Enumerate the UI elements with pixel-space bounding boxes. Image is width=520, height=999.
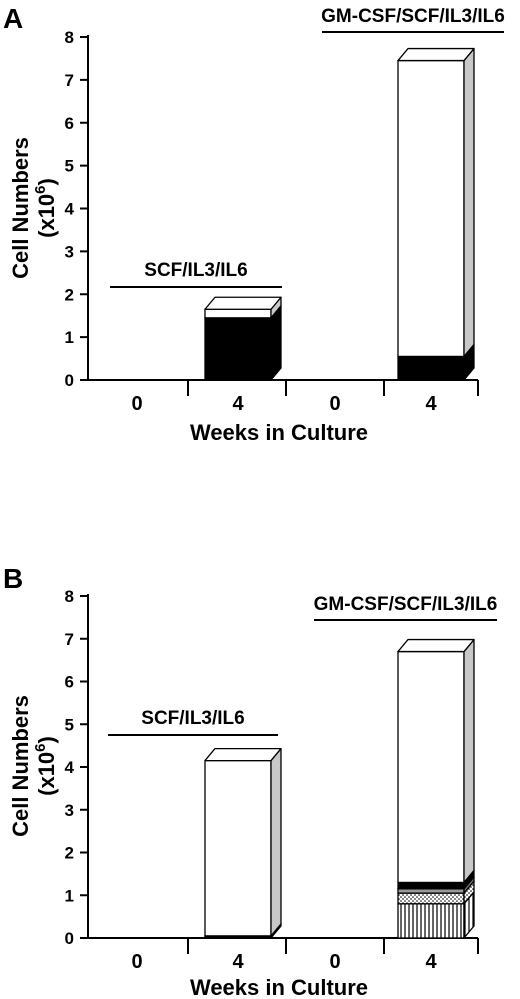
y-tick-label: 4 (65, 200, 75, 219)
bar-segment-solid-black (397, 355, 465, 381)
y-tick-label: 2 (65, 844, 74, 863)
stacked-bar (204, 747, 282, 939)
y-tick-label: 3 (65, 242, 74, 261)
x-tick-label: 0 (131, 393, 142, 415)
panel-letter: A (3, 3, 23, 34)
y-tick-label: 5 (65, 715, 74, 734)
stacked-bar (204, 296, 282, 381)
bar-top (397, 47, 475, 62)
y-axis-title: Cell Numbers(x106) (8, 695, 59, 837)
y-tick-label: 6 (65, 673, 74, 692)
x-tick-label: 0 (329, 393, 340, 415)
group-label: SCF/IL3/IL6 (141, 708, 244, 729)
group-label: SCF/IL3/IL6 (144, 260, 247, 281)
stacked-bar (397, 47, 475, 381)
bar-segment-solid-black (397, 881, 465, 890)
x-tick-label: 4 (425, 393, 437, 415)
y-tick-label: 0 (65, 929, 74, 948)
bar-top (204, 296, 282, 310)
y-tick-label: 4 (65, 758, 75, 777)
bar-segment-dotted (397, 892, 465, 905)
bar-segment-white (397, 650, 465, 884)
x-tick-label: 4 (425, 951, 437, 973)
y-axis-title: Cell Numbers(x106) (8, 137, 59, 279)
bar-side-white (463, 47, 475, 358)
x-tick-label: 4 (232, 393, 244, 415)
stacked-bar (397, 638, 475, 939)
bar-segment-solid-black (204, 317, 272, 381)
panel-a-chart: A 0 1 2 3 4 5 6 7 8 0 4 0 4 Weeks in Culture Cell Numbe… (3, 3, 505, 445)
group-label: GM-CSF/SCF/IL3/IL6 (314, 594, 498, 615)
bar-top (397, 638, 475, 653)
bar-side-white (270, 747, 282, 937)
y-tick-label: 3 (65, 801, 74, 820)
group-label: GM-CSF/SCF/IL3/IL6 (321, 6, 505, 27)
bar-side-white (463, 638, 475, 884)
bar-segment-white (204, 759, 272, 937)
y-tick-label: 2 (65, 285, 74, 304)
x-tick-label: 4 (232, 951, 244, 973)
y-tick-label: 7 (65, 71, 74, 90)
x-tick-label: 0 (131, 951, 142, 973)
x-axis-title: Weeks in Culture (190, 420, 368, 445)
y-tick-label: 6 (65, 114, 74, 133)
y-tick-label: 1 (65, 328, 74, 347)
y-tick-label: 0 (65, 371, 74, 390)
bar-segment-white (204, 308, 272, 319)
x-tick-label: 0 (329, 951, 340, 973)
y-tick-label: 8 (65, 28, 74, 47)
y-tick-label: 5 (65, 157, 74, 176)
y-tick-label: 8 (65, 587, 74, 606)
bar-segment-vertical-stripes (397, 903, 465, 939)
bar-segment-white (397, 59, 465, 358)
panel-letter: B (3, 563, 23, 594)
y-tick-label: 7 (65, 630, 74, 649)
bar-top (204, 747, 282, 762)
x-axis-title: Weeks in Culture (190, 975, 368, 999)
y-tick-label: 1 (65, 886, 74, 905)
